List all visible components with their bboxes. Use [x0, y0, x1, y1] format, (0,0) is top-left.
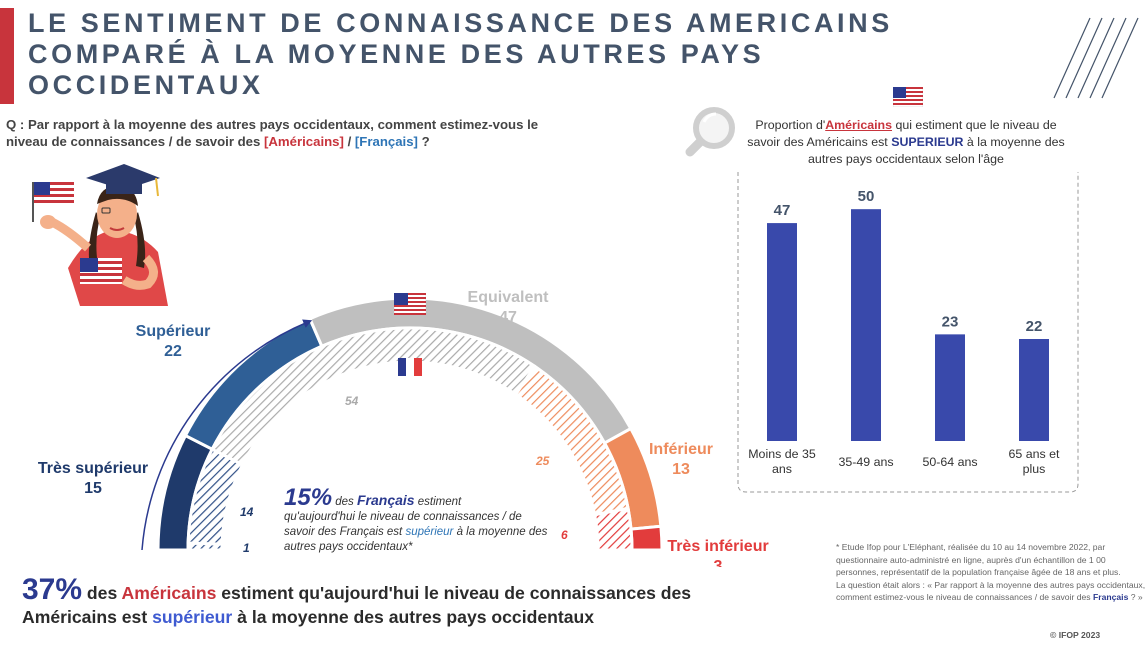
rp-text-2: qui estiment que le niveau de savoir des…	[747, 118, 1057, 149]
label-inferieur-name: Inférieur	[648, 441, 713, 458]
label-tres-inferieur-value: 3	[713, 558, 723, 567]
bottom-text-2: estiment qu'aujourd'hui le niveau de con…	[22, 583, 692, 627]
callout-text-3: qu'aujourd'hui le niveau de connaissance…	[284, 511, 522, 538]
question-americains: [Américains]	[264, 134, 344, 149]
label-equivalent-name: Equivalent	[467, 289, 549, 306]
bar-category-label-0: Moins de 35 ans	[748, 447, 816, 476]
age-bar-chart: 47 Moins de 35 ans 50 35-49 ans 23 50-64 ans 22…	[737, 172, 1079, 493]
bar-1	[851, 209, 881, 441]
diagonal-lines-decoration	[1053, 17, 1139, 99]
footnote-francais: Français	[1093, 592, 1129, 602]
bar-category-label-1: 35-49 ans	[838, 455, 893, 469]
label-inferieur-value: 13	[672, 461, 690, 478]
rp-text-3: à la moyenne des autres pays occidentaux…	[808, 135, 1065, 166]
callout-percent: 15%	[284, 484, 333, 511]
us-flag-icon	[893, 87, 923, 107]
question-francais: [Français]	[354, 134, 418, 149]
label-superieur-name: Supérieur	[135, 323, 211, 340]
bottom-americains: Américains	[121, 583, 217, 603]
callout-superieur: supérieur	[405, 526, 454, 538]
accent-bar	[0, 8, 14, 104]
bar-category-label-2: 50-64 ans	[922, 455, 977, 469]
label-equivalent: Equivalent 47	[448, 288, 568, 328]
copyright: © IFOP 2023	[1050, 630, 1101, 640]
french-callout: 15% des Français estiment qu'aujourd'hui…	[284, 486, 554, 555]
callout-text-4: à la moyenne des autres pays occidentaux…	[284, 526, 548, 553]
page-title: LE SENTIMENT DE CONNAISSANCE DES AMERICA…	[28, 8, 908, 101]
gauge-fr-segment-tres-inferieur	[592, 506, 634, 552]
label-tres-inferieur: Très inférieur 3	[652, 537, 784, 567]
title-line-2: COMPARÉ À LA MOYENNE DES AUTRES PAYS	[28, 39, 765, 69]
bar-3	[1019, 339, 1049, 441]
label-superieur-value: 22	[164, 343, 182, 360]
us-flag-icon	[394, 293, 426, 315]
footnote-text-2: La question était alors : « Par rapport …	[836, 579, 1146, 603]
footnote-text-3: ? »	[1128, 592, 1143, 602]
label-tres-superieur: Très supérieur 15	[18, 459, 168, 499]
label-superieur: Supérieur 22	[108, 322, 238, 362]
bottom-superieur: supérieur	[152, 607, 233, 627]
bar-2	[935, 334, 965, 441]
fr-value-superieur: 14	[240, 505, 254, 519]
fr-value-equivalent: 54	[345, 394, 359, 408]
bottom-text-1: des	[82, 583, 122, 603]
fr-value-tres-inferieur: 6	[561, 528, 568, 542]
label-tres-superieur-name: Très supérieur	[37, 460, 149, 477]
footnote: * Etude Ifop pour L'Eléphant, réalisée d…	[836, 541, 1148, 604]
rp-text-1: Proportion d'	[755, 118, 826, 132]
bar-value-label-2: 23	[942, 313, 959, 330]
callout-text-2: estiment	[414, 496, 462, 508]
question-suffix: ?	[417, 134, 430, 149]
bar-value-label-3: 22	[1026, 318, 1043, 335]
gauge-chart	[141, 296, 664, 552]
title-line-1: LE SENTIMENT DE CONNAISSANCE DES AMERICA…	[28, 8, 893, 38]
bottom-percent: 37%	[22, 573, 83, 606]
bar-chart-title: Proportion d'Américains qui estiment que…	[746, 117, 1066, 168]
fr-value-tres-superieur: 1	[243, 541, 250, 555]
label-tres-inferieur-name: Très inférieur	[667, 538, 769, 555]
rp-americains: Américains	[825, 118, 893, 132]
label-tres-superieur-value: 15	[84, 480, 102, 497]
footnote-text-1: * Etude Ifop pour L'Eléphant, réalisée d…	[836, 542, 1121, 577]
bar-value-label-0: 47	[774, 202, 791, 219]
question-text: Q : Par rapport à la moyenne des autres …	[6, 117, 539, 149]
bottom-statement: 37% des Américains estiment qu'aujourd'h…	[22, 575, 782, 629]
fr-value-inferieur: 25	[536, 454, 550, 468]
label-inferieur: Inférieur 13	[636, 440, 726, 480]
survey-question: Q : Par rapport à la moyenne des autres …	[6, 116, 566, 150]
title-line-3: OCCIDENTAUX	[28, 70, 264, 100]
callout-francais: Français	[356, 492, 415, 508]
magnifier-icon	[685, 107, 735, 157]
question-separator: /	[343, 134, 355, 149]
bar-value-label-1: 50	[858, 188, 875, 205]
bar-chart-frame	[737, 172, 1079, 493]
gauge-arrow	[141, 319, 313, 551]
rp-superieur: SUPERIEUR	[891, 135, 964, 149]
bar-0	[767, 223, 797, 441]
callout-text-1: des	[332, 496, 357, 508]
graduate-woman-icon	[32, 164, 168, 306]
label-equivalent-value: 47	[499, 309, 517, 326]
french-flag-icon	[398, 358, 422, 376]
bar-category-label-3: 65 ans et plus	[1009, 447, 1061, 476]
bottom-text-3: à la moyenne des autres pays occidentaux	[232, 607, 595, 627]
us-flag-icon	[34, 182, 74, 206]
